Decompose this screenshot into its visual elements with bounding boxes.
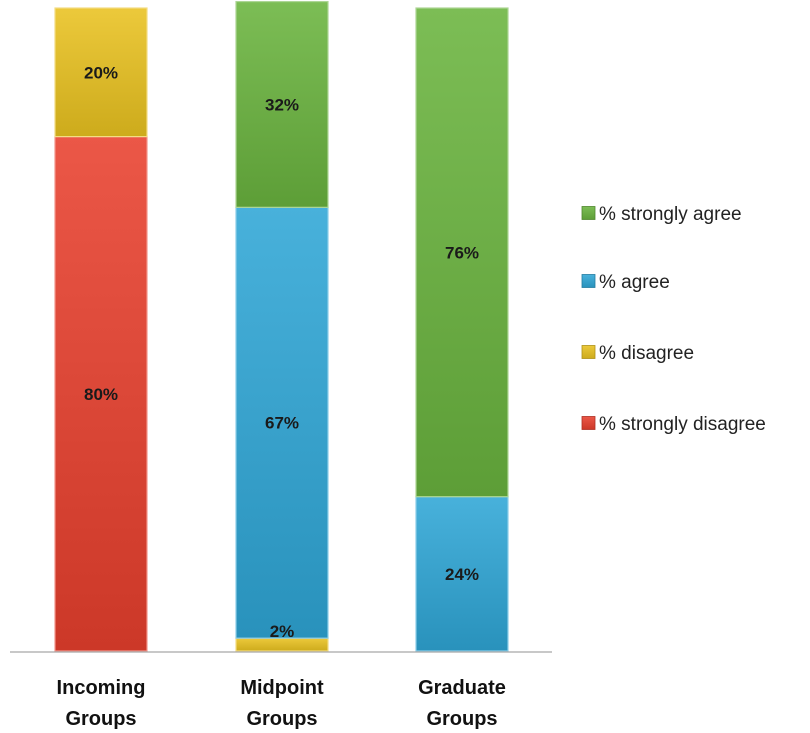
legend-swatch-pct-strongly-disagree <box>581 416 596 430</box>
bar-segment-midpoint-groups-pct-strongly-agree <box>235 0 329 208</box>
legend-label-pct-disagree: % disagree <box>599 343 694 364</box>
segment-labels: 80% 20% 2% 67% 32% 24% 76% <box>84 63 479 641</box>
legend-label-pct-strongly-disagree: % strongly disagree <box>599 414 766 435</box>
bar-segment-midpoint-groups-pct-agree <box>235 206 329 639</box>
data-label-midpoint-groups-pct-disagree: 2% <box>270 622 295 641</box>
legend-item-pct-agree: % agree <box>581 272 670 293</box>
category-label-incoming-groups: Incoming Groups <box>57 677 146 730</box>
legend-swatch-pct-disagree <box>581 345 596 359</box>
bars-group <box>54 0 509 652</box>
category-label-midpoint-groups: Midpoint Groups <box>240 677 324 730</box>
legend-item-pct-strongly-agree: % strongly agree <box>581 204 742 225</box>
data-label-incoming-groups-pct-disagree: 20% <box>84 63 118 82</box>
bar-segment-incoming-groups-pct-strongly-disagree <box>54 136 148 652</box>
legend-label-pct-agree: % agree <box>599 272 670 293</box>
category-label-graduate-groups: Graduate Groups <box>418 677 506 730</box>
legend-item-pct-strongly-disagree: % strongly disagree <box>581 414 766 435</box>
legend-label-pct-strongly-agree: % strongly agree <box>599 204 742 225</box>
category-labels: Incoming Groups Midpoint Groups Graduate Grou… <box>57 677 506 730</box>
data-label-graduate-groups-pct-strongly-agree: 76% <box>445 243 479 262</box>
legend-swatch-pct-strongly-agree <box>581 206 596 220</box>
legend-swatch-pct-agree <box>581 274 596 288</box>
bar-segment-graduate-groups-pct-agree <box>415 496 509 652</box>
legend-item-pct-disagree: % disagree <box>581 343 694 364</box>
data-label-incoming-groups-pct-strongly-disagree: 80% <box>84 385 118 404</box>
legend: % strongly agree % agree % disagree % stron… <box>581 204 766 435</box>
bar-segment-graduate-groups-pct-strongly-agree <box>415 7 509 498</box>
data-label-midpoint-groups-pct-agree: 67% <box>265 414 299 433</box>
bar-segment-incoming-groups-pct-disagree <box>54 7 148 138</box>
data-label-graduate-groups-pct-agree: 24% <box>445 565 479 584</box>
data-label-midpoint-groups-pct-strongly-agree: 32% <box>265 95 299 114</box>
